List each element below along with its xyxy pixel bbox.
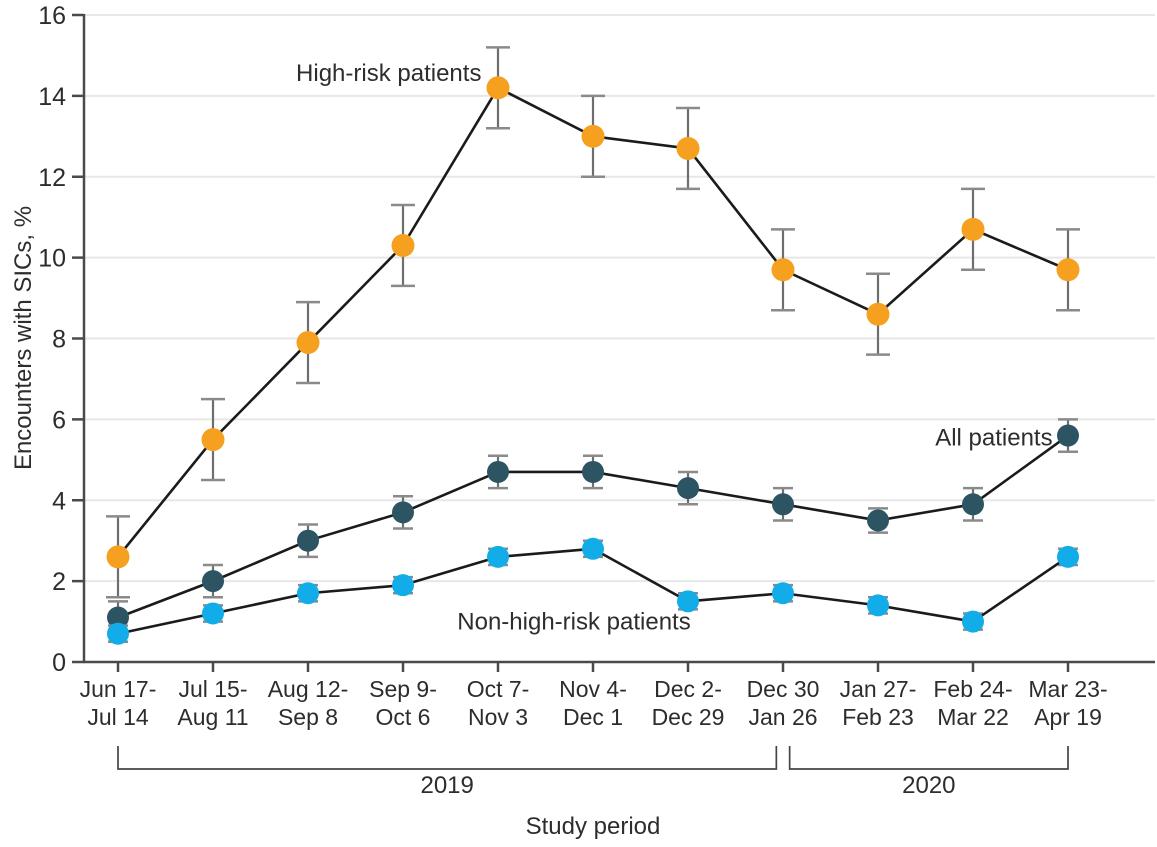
year-bracket bbox=[788, 746, 1069, 770]
data-point-marker bbox=[392, 501, 414, 524]
data-point-marker bbox=[107, 606, 129, 629]
data-point-marker bbox=[677, 477, 699, 500]
data-point-marker bbox=[106, 545, 130, 569]
data-point-marker bbox=[771, 258, 795, 282]
x-category-label: Jun 17-Jul 14 bbox=[80, 676, 157, 730]
x-category-label: Jul 15-Aug 11 bbox=[177, 676, 248, 730]
data-point-marker bbox=[676, 136, 700, 160]
data-point-marker bbox=[772, 493, 794, 516]
y-tick-label: 0 bbox=[52, 649, 66, 677]
series-0 bbox=[106, 46, 1080, 599]
data-point-marker bbox=[1057, 545, 1079, 568]
y-tick-label: 6 bbox=[52, 406, 66, 434]
y-tick-label: 10 bbox=[38, 245, 66, 273]
series-annotation: Non-high-risk patients bbox=[457, 609, 690, 636]
data-point-marker bbox=[582, 460, 604, 483]
year-bracket-label: 2020 bbox=[902, 772, 955, 799]
data-point-marker bbox=[297, 582, 319, 605]
year-bracket bbox=[117, 746, 778, 770]
data-point-marker bbox=[487, 545, 509, 568]
series-1 bbox=[107, 418, 1079, 631]
data-point-marker bbox=[867, 594, 889, 617]
data-point-marker bbox=[677, 590, 699, 613]
x-category-label: Mar 23-Apr 19 bbox=[1028, 676, 1107, 730]
series-2 bbox=[107, 537, 1079, 645]
x-category-label: Jan 27-Feb 23 bbox=[840, 676, 917, 730]
data-point-marker bbox=[962, 493, 984, 516]
y-tick-label: 4 bbox=[52, 487, 66, 515]
data-point-marker bbox=[1057, 424, 1079, 447]
data-point-marker bbox=[487, 460, 509, 483]
data-point-marker bbox=[866, 302, 890, 326]
x-category-label: Dec 2-Dec 29 bbox=[652, 676, 725, 730]
series-annotation: High-risk patients bbox=[296, 60, 481, 87]
data-point-marker bbox=[107, 622, 129, 645]
data-point-marker bbox=[391, 233, 415, 257]
data-point-marker bbox=[772, 582, 794, 605]
data-point-marker bbox=[581, 124, 605, 148]
x-category-label: Feb 24-Mar 22 bbox=[933, 676, 1012, 730]
data-point-marker bbox=[297, 529, 319, 552]
x-category-label: Aug 12-Sep 8 bbox=[268, 676, 349, 730]
y-tick-label: 14 bbox=[38, 83, 66, 111]
x-category-label: Nov 4-Dec 1 bbox=[559, 676, 627, 730]
data-point-marker bbox=[961, 217, 985, 241]
data-point-marker bbox=[1056, 258, 1080, 282]
y-tick-label: 12 bbox=[38, 164, 66, 192]
data-point-marker bbox=[202, 570, 224, 593]
data-point-marker bbox=[296, 331, 320, 355]
data-point-marker bbox=[201, 428, 225, 452]
data-point-marker bbox=[202, 602, 224, 625]
y-tick-label: 2 bbox=[52, 568, 66, 596]
x-category-label: Sep 9-Oct 6 bbox=[369, 676, 437, 730]
data-point-marker bbox=[392, 574, 414, 597]
x-axis-title: Study period bbox=[525, 813, 661, 840]
data-point-marker bbox=[867, 509, 889, 532]
data-point-marker bbox=[486, 76, 510, 100]
data-point-marker bbox=[582, 537, 604, 560]
series-annotation: All patients bbox=[935, 425, 1052, 452]
y-axis-title: Encounters with SICs, % bbox=[10, 205, 37, 471]
year-bracket-label: 2019 bbox=[420, 772, 473, 799]
y-tick-label: 16 bbox=[38, 2, 66, 30]
data-point-marker bbox=[962, 610, 984, 633]
x-category-label: Dec 30 Jan 26 bbox=[747, 676, 820, 730]
y-tick-label: 8 bbox=[52, 326, 66, 354]
x-category-label: Oct 7-Nov 3 bbox=[467, 676, 530, 730]
